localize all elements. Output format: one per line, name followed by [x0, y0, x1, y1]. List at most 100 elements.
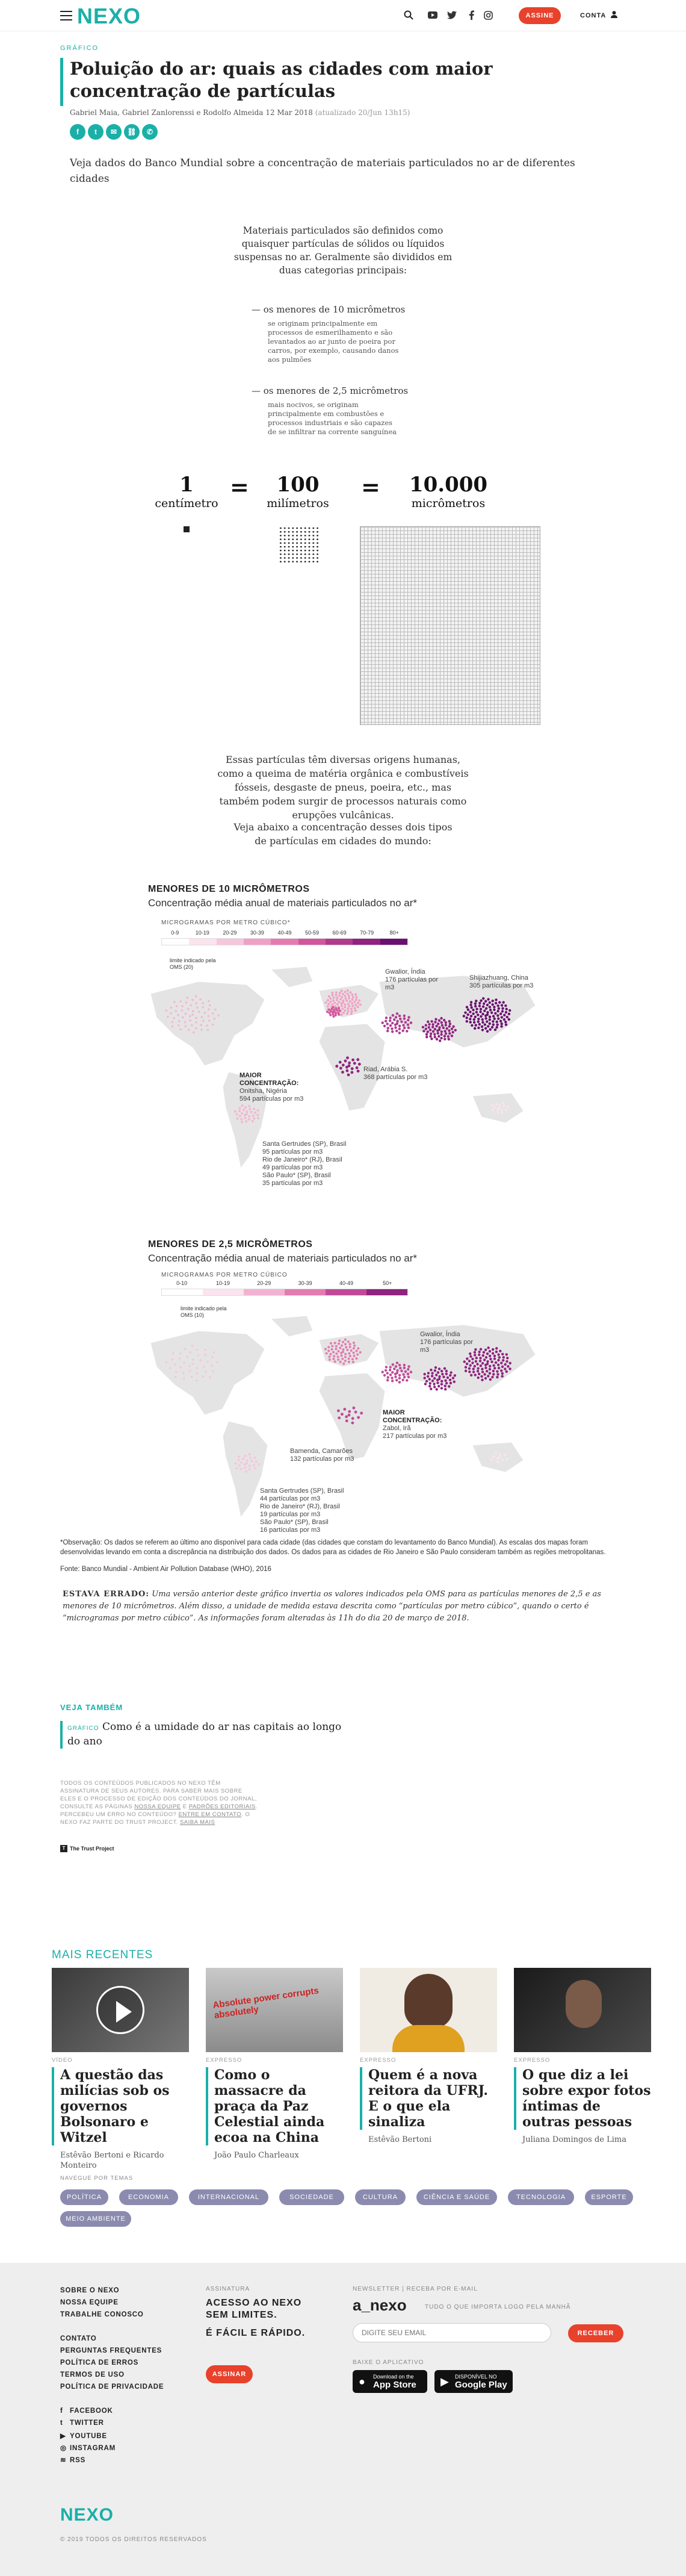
city-marker — [493, 1008, 496, 1012]
footer-link[interactable]: POLÍTICA DE PRIVACIDADE — [60, 2383, 164, 2391]
share-facebook-icon[interactable]: f — [70, 124, 85, 140]
article-image[interactable] — [514, 1968, 651, 2052]
article-kicker[interactable]: GRÁFICO — [60, 45, 99, 52]
search-icon[interactable] — [402, 8, 415, 22]
article-image[interactable] — [360, 1968, 497, 2052]
footer-link[interactable]: SOBRE O NEXO — [60, 2287, 120, 2294]
article-title[interactable]: Quem é a nova reitora da UFRJ. E o que e… — [360, 2067, 497, 2130]
tema-tag[interactable]: CIÊNCIA E SAÚDE — [416, 2189, 497, 2205]
trust-project-logo[interactable]: T The Trust Project — [60, 1845, 114, 1852]
tema-tag[interactable]: POLÍTICA — [60, 2189, 108, 2205]
google-play-badge[interactable]: ▶ DISPONÍVEL NO Google Play — [434, 2370, 513, 2393]
footer-link[interactable]: TRABALHE CONOSCO — [60, 2311, 144, 2318]
footer-social-link[interactable]: ▶ YOUTUBE — [60, 2431, 107, 2440]
article-title[interactable]: Como o massacre da praça da Paz Celestia… — [206, 2067, 343, 2145]
app-store-badge[interactable]: ● Download on the App Store — [353, 2370, 427, 2393]
city-marker — [338, 1013, 341, 1016]
receber-button[interactable]: RECEBER — [568, 2324, 623, 2342]
veja-tambem-link[interactable]: GRÁFICO Como é a umidade do ar nas capit… — [67, 1720, 344, 1749]
saiba-mais-link[interactable]: SAIBA MAIS — [179, 1819, 215, 1826]
footer-assinar-button[interactable]: ASSINAR — [206, 2365, 253, 2383]
tema-tag[interactable]: ESPORTE — [585, 2189, 633, 2205]
city-marker — [475, 1010, 478, 1014]
footer-link[interactable]: CONTATO — [60, 2335, 97, 2342]
city-marker — [428, 1382, 431, 1385]
city-marker — [490, 1458, 493, 1461]
tema-tag[interactable]: SOCIEDADE — [279, 2189, 344, 2205]
padroes-editoriais-link[interactable]: PADRÕES EDITORIAIS — [188, 1803, 256, 1810]
city-marker — [347, 1064, 351, 1068]
map1-ann-br3-city: São Paulo* (SP), Brasil — [262, 1172, 331, 1179]
footer-link[interactable]: POLÍTICA DE ERROS — [60, 2359, 139, 2366]
map2-ann-gwalior-city: Gwalior, Índia — [420, 1331, 460, 1338]
city-marker — [478, 1022, 481, 1026]
city-marker — [184, 1012, 187, 1015]
city-marker — [354, 998, 357, 1001]
email-field[interactable] — [353, 2323, 551, 2342]
city-marker — [502, 1355, 505, 1359]
apple-icon: ● — [359, 2375, 365, 2388]
city-marker — [480, 999, 483, 1003]
footer-social-link[interactable]: ≋ RSS — [60, 2456, 85, 2464]
tema-tag[interactable]: CULTURA — [355, 2189, 406, 2205]
city-marker — [435, 1388, 438, 1391]
tema-tag[interactable]: INTERNACIONAL — [189, 2189, 268, 2205]
recent-article-card[interactable]: Absolute power corrupts absolutely EXPRES… — [206, 1968, 343, 2161]
article-title[interactable]: A questão das milícias sob os governos B… — [52, 2067, 189, 2145]
tema-tag[interactable]: MEIO AMBIENTE — [60, 2211, 131, 2227]
tema-tag[interactable]: ECONOMIA — [119, 2189, 178, 2205]
share-twitter-icon[interactable]: t — [88, 124, 104, 140]
menu-icon[interactable] — [60, 11, 72, 20]
share-whatsapp-icon[interactable]: ✆ — [142, 124, 158, 140]
city-marker — [492, 1364, 495, 1367]
share-email-icon[interactable]: ✉ — [106, 124, 122, 140]
instagram-icon[interactable] — [481, 8, 495, 22]
city-marker — [327, 1003, 330, 1006]
city-marker — [483, 1373, 486, 1376]
play-icon[interactable] — [96, 1986, 144, 2034]
entre-em-contato-link[interactable]: ENTRE EM CONTATO — [178, 1811, 242, 1818]
footer-social-link[interactable]: t TWITTER — [60, 2419, 104, 2427]
city-marker — [204, 1354, 207, 1356]
leg2-colorbar — [161, 1289, 408, 1296]
footer-social-link[interactable]: f FACEBOOK — [60, 2407, 113, 2415]
city-marker — [338, 1001, 341, 1004]
city-marker — [484, 1014, 487, 1018]
city-marker — [347, 1007, 350, 1010]
article-image[interactable] — [52, 1968, 189, 2052]
nossa-equipe-link[interactable]: NOSSA EQUIPE — [134, 1803, 181, 1810]
city-marker — [248, 1467, 251, 1470]
footer-link[interactable]: TERMOS DE USO — [60, 2371, 125, 2378]
account-link[interactable]: CONTA — [580, 11, 617, 19]
twitter-icon[interactable] — [445, 8, 459, 22]
assine-button[interactable]: ASSINE — [519, 7, 561, 24]
city-marker — [394, 1026, 397, 1029]
footer-link[interactable]: NOSSA EQUIPE — [60, 2299, 119, 2306]
city-marker — [391, 1027, 394, 1030]
article-title[interactable]: O que diz a lei sobre expor fotos íntima… — [514, 2067, 651, 2130]
youtube-icon[interactable] — [426, 8, 439, 22]
city-marker — [395, 1361, 399, 1364]
city-marker — [443, 1367, 447, 1370]
footer-link[interactable]: PERGUNTAS FREQUENTES — [60, 2347, 162, 2354]
tema-tag[interactable]: TECNOLOGIA — [508, 2189, 574, 2205]
footer-social-link[interactable]: ◎ INSTAGRAM — [60, 2444, 116, 2452]
facebook-icon[interactable] — [465, 8, 478, 22]
article-image[interactable]: Absolute power corrupts absolutely — [206, 1968, 343, 2052]
city-marker — [344, 1338, 347, 1341]
city-marker — [344, 995, 347, 998]
recent-article-card[interactable]: EXPRESSO O que diz a lei sobre expor foto… — [514, 1968, 651, 2145]
map2-ann-zabol-city: Zabol, Irã — [383, 1425, 411, 1432]
city-marker — [495, 998, 498, 1001]
recent-article-card[interactable]: VÍDEO A questão das milícias sob os gover… — [52, 1968, 189, 2171]
app-store-top: Download on the — [373, 2373, 414, 2380]
city-marker — [469, 1003, 472, 1007]
city-marker — [477, 1020, 480, 1023]
city-marker — [398, 1027, 401, 1030]
nexo-logo[interactable]: NEXO — [77, 4, 141, 28]
footer-logo[interactable]: NEXO — [60, 2505, 114, 2525]
article-author: João Paulo Charleaux — [214, 2151, 299, 2160]
city-marker — [391, 1021, 394, 1025]
recent-article-card[interactable]: EXPRESSO Quem é a nova reitora da UFRJ. E… — [360, 1968, 497, 2145]
share-link-icon[interactable]: ⛓ — [124, 124, 140, 140]
